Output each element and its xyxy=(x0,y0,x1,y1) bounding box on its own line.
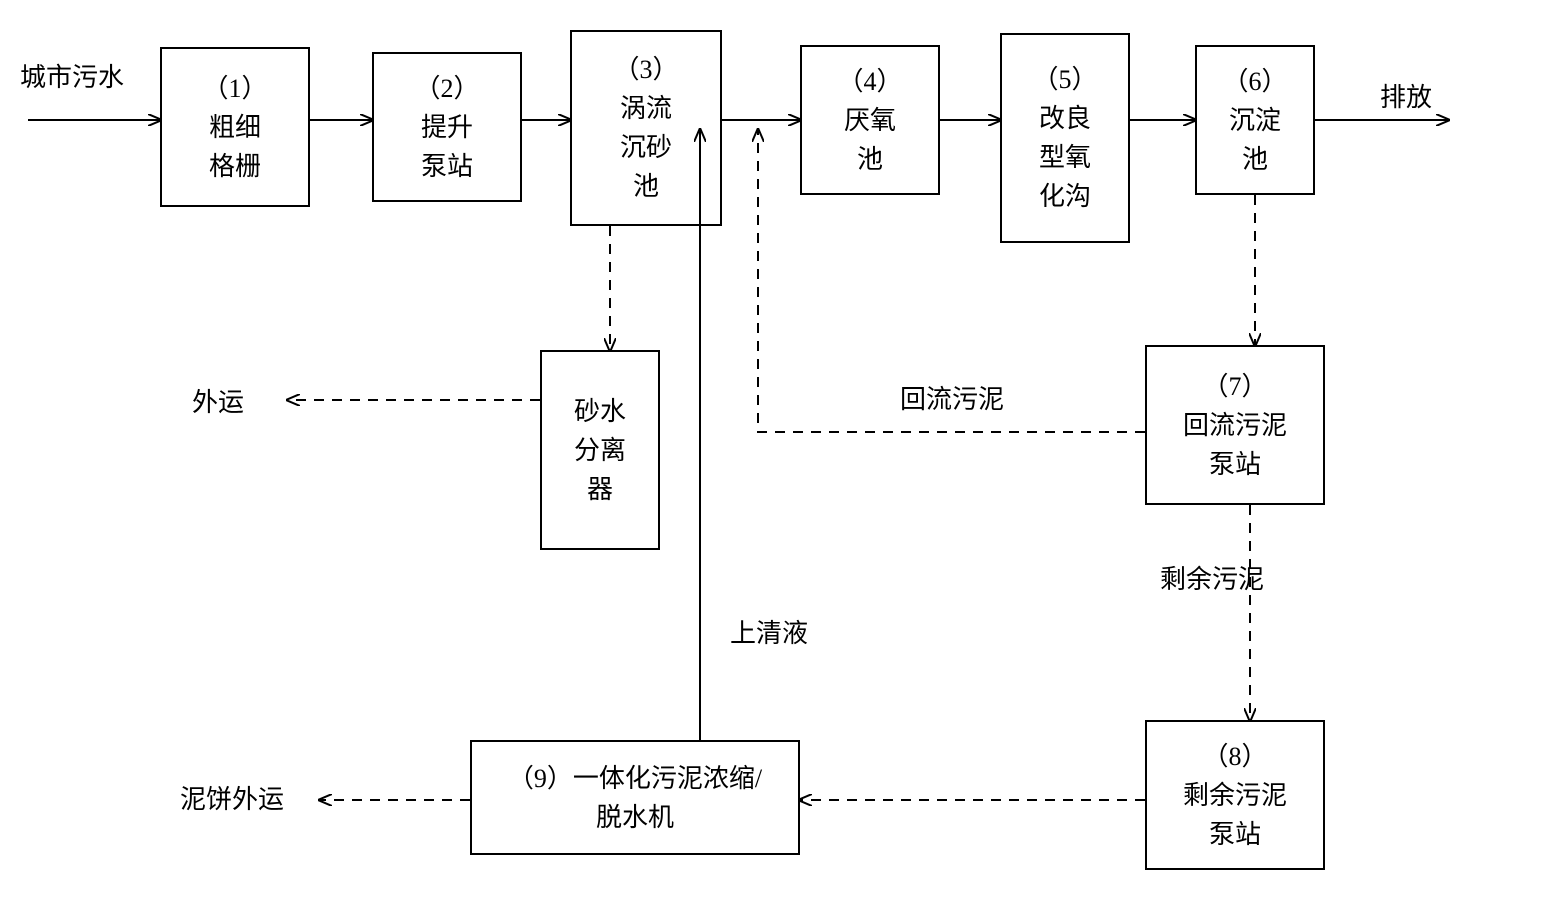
box-sand-separator: 砂水 分离 器 xyxy=(540,350,660,550)
label-return-sludge: 回流污泥 xyxy=(900,382,1004,418)
box-3-grit-chamber: （3） 涡流 沉砂 池 xyxy=(570,30,722,226)
label-excess-sludge: 剩余污泥 xyxy=(1160,562,1264,598)
box-7-return-sludge: （7） 回流污泥 泵站 xyxy=(1145,345,1325,505)
box-2-pump-station: （2） 提升 泵站 xyxy=(372,52,522,202)
label-discharge: 排放 xyxy=(1380,80,1432,116)
box-9-dewatering: （9）一体化污泥浓缩/ 脱水机 xyxy=(470,740,800,855)
box-1-screen: （1） 粗细 格栅 xyxy=(160,47,310,207)
label-transport-out: 外运 xyxy=(192,385,244,421)
label-cake-out: 泥饼外运 xyxy=(180,782,284,818)
box-5-oxidation-ditch: （5） 改良 型氧 化沟 xyxy=(1000,33,1130,243)
label-inflow: 城市污水 xyxy=(20,60,124,96)
box-4-anaerobic: （4） 厌氧 池 xyxy=(800,45,940,195)
box-8-excess-sludge: （8） 剩余污泥 泵站 xyxy=(1145,720,1325,870)
box-6-sedimentation: （6） 沉淀 池 xyxy=(1195,45,1315,195)
label-supernatant: 上清液 xyxy=(730,616,808,652)
